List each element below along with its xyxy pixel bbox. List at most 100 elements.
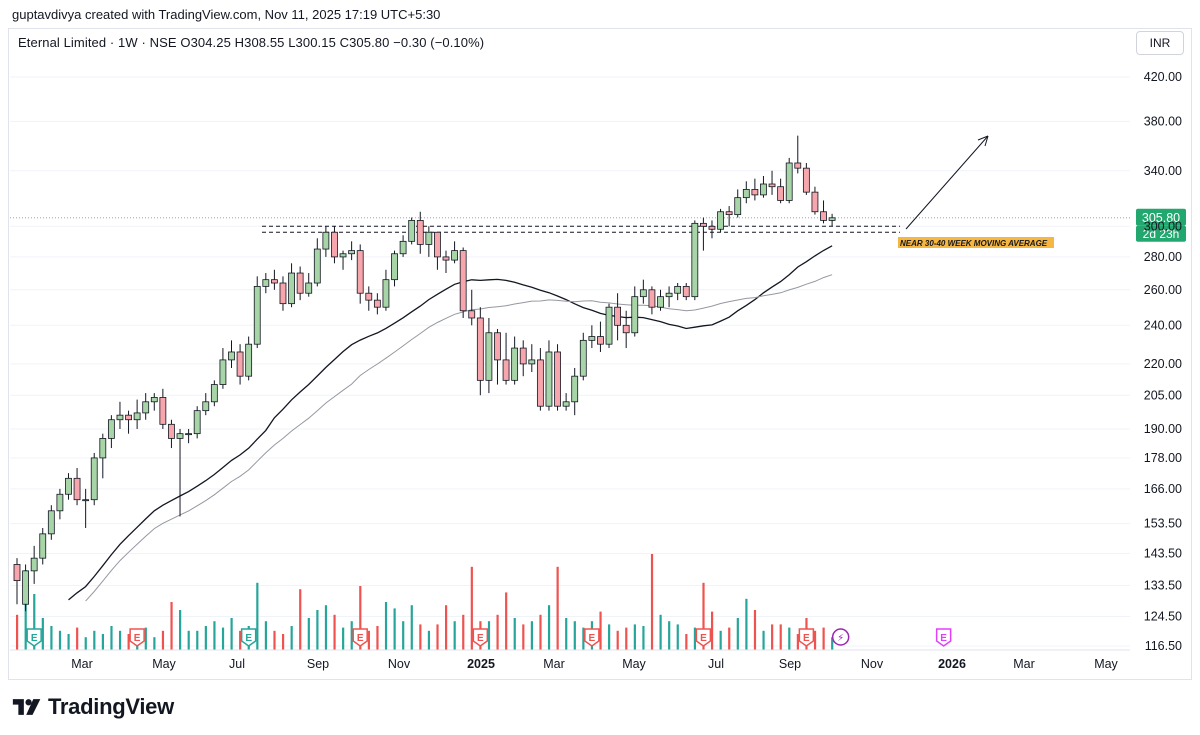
time-label: Jul bbox=[229, 657, 245, 671]
volume-bar bbox=[496, 614, 499, 650]
candle-body bbox=[802, 167, 810, 193]
price-tick-label: 190.00 bbox=[1144, 422, 1182, 436]
candle-body bbox=[434, 231, 441, 258]
volume-bar bbox=[93, 630, 96, 650]
earnings-icon bbox=[352, 628, 368, 647]
volume-bar bbox=[376, 626, 379, 650]
volume-bar bbox=[84, 637, 87, 650]
volume-bar bbox=[427, 630, 431, 650]
candle-body bbox=[451, 250, 458, 261]
candle-body bbox=[614, 306, 621, 326]
time-label: 2025 bbox=[467, 657, 495, 671]
volume-bar bbox=[118, 630, 122, 650]
volume-bar bbox=[230, 618, 233, 650]
candle-body bbox=[90, 457, 98, 501]
event-markers: E E E E E E E E ⚡ E bbox=[26, 628, 952, 647]
moving-averages bbox=[68, 245, 833, 602]
candle-body bbox=[777, 186, 785, 201]
candle-body bbox=[768, 183, 776, 188]
volume-bar bbox=[221, 627, 225, 650]
price-tick-label: 220.00 bbox=[1144, 357, 1182, 371]
candle-body bbox=[442, 256, 450, 261]
candle-body bbox=[176, 433, 184, 439]
candle-body bbox=[828, 217, 836, 221]
candle-body bbox=[382, 279, 390, 308]
time-label: Nov bbox=[388, 657, 411, 671]
candle-body bbox=[760, 183, 767, 196]
volume-bar bbox=[453, 621, 456, 650]
volume-bar bbox=[196, 630, 199, 650]
volume-bar bbox=[685, 634, 688, 650]
volume-bar bbox=[693, 627, 697, 650]
chart-grid bbox=[10, 76, 1130, 647]
candle-body bbox=[116, 414, 124, 421]
chart-frame bbox=[8, 28, 1192, 680]
candle-body bbox=[245, 343, 253, 377]
volume-bar bbox=[76, 627, 79, 650]
price-tick-label: 166.00 bbox=[1144, 482, 1182, 496]
volume-bar bbox=[281, 634, 285, 650]
candle-body bbox=[399, 240, 407, 255]
volume-bar bbox=[659, 614, 662, 650]
volume-bar bbox=[616, 630, 619, 650]
tradingview-logo[interactable]: TradingView bbox=[12, 694, 174, 720]
candle-body bbox=[631, 296, 639, 334]
volume-bar bbox=[367, 630, 370, 650]
price-tick-label: 260.00 bbox=[1144, 283, 1182, 297]
volume-bar bbox=[101, 634, 104, 650]
volume-bar bbox=[745, 598, 748, 650]
earnings-icon bbox=[240, 628, 257, 647]
volume-bar bbox=[179, 610, 182, 650]
candle-body bbox=[22, 570, 29, 605]
candle-body bbox=[588, 336, 596, 341]
candle-body bbox=[682, 285, 690, 298]
price-tick-label: 153.50 bbox=[1144, 517, 1182, 531]
candle-body bbox=[125, 414, 132, 421]
volume-bar bbox=[290, 626, 293, 650]
candle-body bbox=[571, 375, 579, 403]
volume-bar bbox=[239, 630, 242, 650]
candle-body bbox=[210, 384, 218, 403]
candle-body bbox=[99, 438, 107, 459]
candle-body bbox=[785, 162, 793, 201]
volume-bar bbox=[170, 602, 173, 650]
volume-bar bbox=[788, 627, 791, 650]
candle-body bbox=[794, 162, 802, 169]
candle-body bbox=[331, 231, 338, 258]
currency-selector[interactable]: INR bbox=[1136, 31, 1184, 55]
volume-bar bbox=[161, 630, 165, 650]
annotations: NEAR 30-40 WEEK MOVING AVERAGE 305.80 2d 2… bbox=[898, 135, 1186, 248]
volume-bar bbox=[539, 614, 542, 650]
candle-body bbox=[348, 250, 356, 255]
volume-bar bbox=[50, 626, 53, 650]
candle-body bbox=[288, 272, 295, 305]
earnings-icon bbox=[472, 628, 489, 647]
symbol-legend[interactable]: Eternal Limited · 1W · NSE O304.25 H308.… bbox=[18, 35, 485, 50]
time-label: May bbox=[1094, 657, 1118, 671]
candle-body bbox=[811, 191, 819, 213]
volume-bar bbox=[556, 566, 559, 650]
volume-bar bbox=[633, 624, 636, 650]
price-tick-label: 124.50 bbox=[1144, 610, 1182, 624]
candle-body bbox=[597, 336, 604, 345]
volume-bar bbox=[676, 624, 679, 650]
candle-body bbox=[150, 397, 158, 403]
earnings-label: E bbox=[245, 633, 252, 644]
candle-body bbox=[536, 359, 544, 407]
candle-body bbox=[107, 419, 115, 439]
candle-body bbox=[82, 499, 90, 502]
earnings-label: E bbox=[357, 633, 364, 644]
volume-bar bbox=[719, 630, 722, 650]
candle-body bbox=[742, 189, 750, 199]
candle-body bbox=[485, 332, 493, 381]
candle-body bbox=[159, 397, 167, 425]
volume-bar bbox=[110, 626, 113, 650]
volume-bar bbox=[410, 605, 413, 650]
volume-bar bbox=[470, 566, 473, 650]
earnings-icon bbox=[129, 628, 145, 647]
candle-body bbox=[468, 310, 476, 319]
volume-bar bbox=[359, 586, 362, 650]
volume-bars bbox=[16, 554, 834, 650]
volume-bar bbox=[187, 630, 190, 650]
